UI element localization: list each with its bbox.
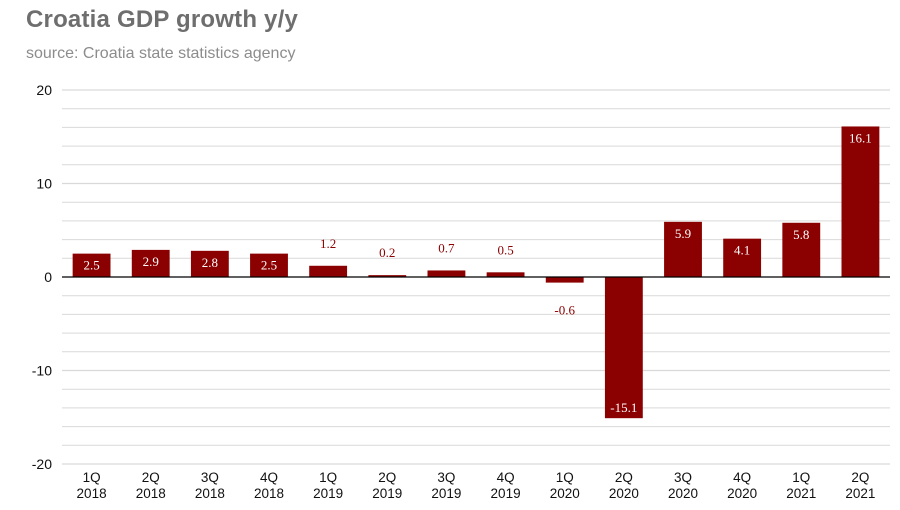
bars <box>72 126 880 419</box>
data-label: 16.1 <box>849 130 872 145</box>
x-tick-label-quarter: 1Q <box>556 470 574 485</box>
data-label: -15.1 <box>610 400 637 415</box>
data-label: 0.2 <box>379 245 395 260</box>
x-tick-label-quarter: 4Q <box>260 470 278 485</box>
x-tick-label-quarter: 2Q <box>615 470 633 485</box>
bar <box>309 265 348 277</box>
y-tick-label: -10 <box>32 363 52 379</box>
bar <box>72 253 111 277</box>
chart-subtitle: source: Croatia state statistics agency <box>26 45 296 62</box>
x-tick-label-quarter: 3Q <box>674 470 692 485</box>
bar <box>131 249 170 277</box>
data-label: 0.5 <box>497 242 513 257</box>
x-tick-label-quarter: 1Q <box>319 470 337 485</box>
x-tick-label-quarter: 2Q <box>378 470 396 485</box>
y-axis: 20 10 0 -10 -20 <box>32 82 52 472</box>
data-label: 2.5 <box>83 258 99 273</box>
x-tick-label-year: 2018 <box>195 486 225 501</box>
y-tick-label: 10 <box>36 176 52 192</box>
bar <box>545 277 584 283</box>
y-tick-label: -20 <box>32 456 52 472</box>
x-tick-label-year: 2020 <box>727 486 757 501</box>
bar <box>604 277 643 419</box>
x-tick-label-quarter: 2Q <box>851 470 869 485</box>
data-label: 4.1 <box>734 243 750 258</box>
data-label: 5.9 <box>675 226 691 241</box>
bar <box>368 275 407 277</box>
data-label: 2.9 <box>143 254 159 269</box>
bar <box>427 270 466 277</box>
x-tick-label-year: 2018 <box>254 486 284 501</box>
x-tick-label-year: 2018 <box>136 486 166 501</box>
x-tick-label-year: 2019 <box>431 486 461 501</box>
x-tick-label-quarter: 3Q <box>437 470 455 485</box>
x-tick-label-year: 2019 <box>372 486 402 501</box>
x-tick-label-year: 2020 <box>550 486 580 501</box>
x-tick-label-quarter: 1Q <box>792 470 810 485</box>
bar <box>782 222 821 277</box>
grid-lines <box>62 89 890 465</box>
x-tick-label-year: 2019 <box>313 486 343 501</box>
x-tick-label-quarter: 1Q <box>83 470 101 485</box>
x-axis: 1Q20182Q20183Q20184Q20181Q20192Q20193Q20… <box>77 470 876 501</box>
x-tick-label-year: 2018 <box>77 486 107 501</box>
x-tick-label-quarter: 4Q <box>733 470 751 485</box>
data-label: 2.5 <box>261 258 277 273</box>
data-label: 1.2 <box>320 236 336 251</box>
bar <box>664 221 702 277</box>
data-label: 2.8 <box>202 255 218 270</box>
bar <box>486 272 525 277</box>
chart-title: Croatia GDP growth y/y <box>26 6 299 33</box>
y-tick-label: 0 <box>44 269 52 285</box>
x-tick-label-year: 2021 <box>845 486 875 501</box>
data-label: 5.8 <box>793 227 809 242</box>
x-tick-label-year: 2019 <box>491 486 521 501</box>
x-tick-label-quarter: 4Q <box>497 470 515 485</box>
x-tick-label-quarter: 2Q <box>142 470 160 485</box>
bar <box>841 126 880 277</box>
y-tick-label: 20 <box>36 82 52 98</box>
x-tick-label-year: 2020 <box>609 486 639 501</box>
bar <box>723 238 762 277</box>
data-labels: 2.5 2.9 2.8 2.5 1.2 0.2 0.7 0.5 -0.6 -15.1 5.9 4.1 5… <box>83 130 871 415</box>
x-tick-label-year: 2020 <box>668 486 698 501</box>
bar <box>250 253 288 277</box>
bar <box>190 250 229 277</box>
data-label: 0.7 <box>438 240 455 255</box>
x-tick-label-quarter: 3Q <box>201 470 219 485</box>
x-tick-label-year: 2021 <box>786 486 816 501</box>
data-label: -0.6 <box>554 303 575 318</box>
